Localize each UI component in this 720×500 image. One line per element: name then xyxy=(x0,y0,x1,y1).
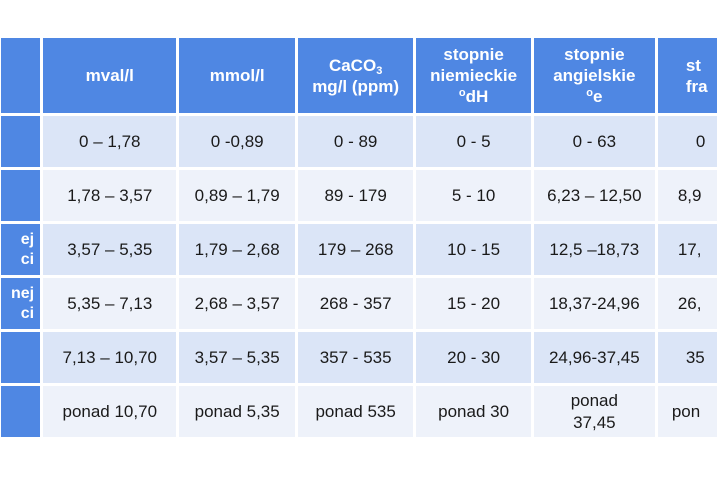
degree-symbol: o xyxy=(458,87,466,99)
row-header xyxy=(1,116,41,167)
row-header xyxy=(1,386,41,437)
table-row: ej ci 3,57 – 5,35 1,79 – 2,68 179 – 268 1… xyxy=(1,224,717,275)
column-header-german-degrees: stopnie niemieckie odH xyxy=(416,38,531,113)
column-header-mmol: mmol/l xyxy=(179,38,295,113)
column-header-french-line2: fra xyxy=(685,76,708,96)
table-cell: pon xyxy=(657,386,717,437)
table-cell: ponad 10,70 xyxy=(43,386,177,437)
table-cell: 8,9 xyxy=(657,170,717,221)
column-header-french-line1: st xyxy=(685,55,701,75)
header-row: mval/l mmol/l CaCO3 mg/l (ppm) stopnie n… xyxy=(1,38,717,113)
row-header xyxy=(1,332,41,383)
table-cell: 20 - 30 xyxy=(416,332,531,383)
table-cell: 7,13 – 10,70 xyxy=(43,332,177,383)
table-cell: 10 - 15 xyxy=(416,224,531,275)
table-cell: 17, xyxy=(657,224,717,275)
row-header: nej ci xyxy=(1,278,41,329)
table-cell: 0,89 – 1,79 xyxy=(179,170,295,221)
table-cell: ponad 30 xyxy=(416,386,531,437)
table-cell: 0 - 5 xyxy=(416,116,531,167)
corner-header-cell xyxy=(1,38,41,113)
table-cell: 179 – 268 xyxy=(297,224,414,275)
column-header-german-line2: niemieckie xyxy=(430,66,518,85)
table-cell: 2,68 – 3,57 xyxy=(179,278,295,329)
table-cell: 0 – 1,78 xyxy=(43,116,177,167)
hardness-table-container: mval/l mmol/l CaCO3 mg/l (ppm) stopnie n… xyxy=(0,35,720,440)
column-header-french-degrees: st fra xyxy=(657,38,717,113)
column-header-german-unit: dH xyxy=(465,87,489,106)
table-cell: ponad 5,35 xyxy=(179,386,295,437)
table-cell: 5 - 10 xyxy=(416,170,531,221)
table-cell: 0 -0,89 xyxy=(179,116,295,167)
table-cell: 5,35 – 7,13 xyxy=(43,278,177,329)
table-cell: 12,5 –18,73 xyxy=(533,224,655,275)
water-hardness-table: mval/l mmol/l CaCO3 mg/l (ppm) stopnie n… xyxy=(0,35,720,440)
table-cell: 0 xyxy=(657,116,717,167)
column-header-mval: mval/l xyxy=(43,38,177,113)
table-row: 1,78 – 3,57 0,89 – 1,79 89 - 179 5 - 10 … xyxy=(1,170,717,221)
table-cell: 1,78 – 3,57 xyxy=(43,170,177,221)
table-cell: 6,23 – 12,50 xyxy=(533,170,655,221)
column-header-english-line1: stopnie xyxy=(564,45,625,64)
table-row: ponad 10,70 ponad 5,35 ponad 535 ponad 3… xyxy=(1,386,717,437)
column-header-caco3-unit: mg/l (ppm) xyxy=(312,76,400,96)
table-cell: ponad 37,45 xyxy=(533,386,655,437)
table-cell: ponad 535 xyxy=(297,386,414,437)
table-row: nej ci 5,35 – 7,13 2,68 – 3,57 268 - 357 … xyxy=(1,278,717,329)
column-header-caco3-formula: CaCO xyxy=(328,55,377,75)
degree-symbol: o xyxy=(586,87,593,99)
table-cell: 15 - 20 xyxy=(416,278,531,329)
column-header-mmol-label: mmol/l xyxy=(209,66,265,85)
table-cell: 0 - 63 xyxy=(533,116,655,167)
column-header-german-line1: stopnie xyxy=(443,45,504,64)
table-cell: 3,57 – 5,35 xyxy=(179,332,295,383)
table-cell: 0 - 89 xyxy=(297,116,414,167)
table-cell: 357 - 535 xyxy=(297,332,414,383)
table-cell: 24,96-37,45 xyxy=(533,332,655,383)
column-header-caco3: CaCO3 mg/l (ppm) xyxy=(297,38,414,113)
table-cell: 1,79 – 2,68 xyxy=(179,224,295,275)
row-header xyxy=(1,170,41,221)
caco3-subscript: 3 xyxy=(376,64,383,77)
table-row: 0 – 1,78 0 -0,89 0 - 89 0 - 5 0 - 63 0 xyxy=(1,116,717,167)
column-header-english-unit: e xyxy=(592,87,603,106)
column-header-mval-label: mval/l xyxy=(85,66,134,85)
table-cell: 3,57 – 5,35 xyxy=(43,224,177,275)
table-row: 7,13 – 10,70 3,57 – 5,35 357 - 535 20 - … xyxy=(1,332,717,383)
table-cell: 268 - 357 xyxy=(297,278,414,329)
column-header-english-line2: angielskie xyxy=(553,66,636,85)
table-cell: 18,37-24,96 xyxy=(533,278,655,329)
column-header-english-degrees: stopnie angielskie oe xyxy=(533,38,655,113)
row-header: ej ci xyxy=(1,224,41,275)
table-cell: 26, xyxy=(657,278,717,329)
table-cell: 89 - 179 xyxy=(297,170,414,221)
table-cell: 35 xyxy=(657,332,717,383)
